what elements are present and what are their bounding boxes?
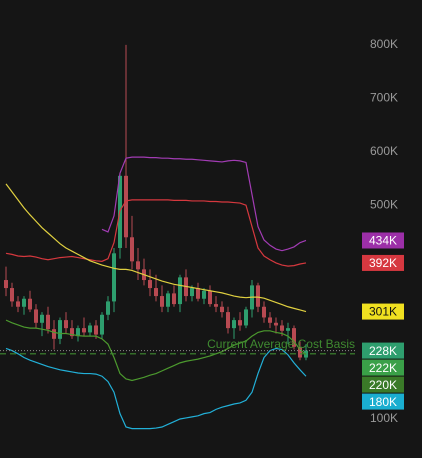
candle-body [160,296,164,307]
candle-body [298,346,302,358]
price-badge-label: 220K [369,378,397,392]
candle-body [100,314,104,335]
candle-body [232,320,236,329]
candle-body [274,322,278,326]
price-badge-label: 434K [369,234,397,248]
candle-body [34,309,38,323]
candle-body [16,301,20,307]
y-tick-label: 100K [370,411,398,425]
price-badge [362,376,404,393]
indicator-line [5,199,307,267]
candle-body [262,306,266,318]
candle-body [166,293,170,307]
candle-body [94,325,98,335]
candle-body [268,317,272,323]
cost-basis-label: Current Average Cost Basis [207,337,355,351]
candle-body [70,328,74,337]
candle-body [22,298,26,307]
price-badge-label: 180K [369,395,397,409]
indicator-line [101,156,307,252]
y-tick-label: 800K [370,37,398,51]
candle-body [226,312,230,329]
candle-body [4,280,8,289]
candle-body [64,320,68,329]
indicator-line [5,347,307,430]
candle-body [172,293,176,305]
candle-body [214,304,218,307]
y-tick-label: 700K [370,91,398,105]
candle-body [202,290,206,299]
price-badge [362,342,404,359]
price-badge-label: 222K [369,361,397,375]
candle-body [244,309,248,326]
candle-body [112,253,116,302]
price-badge [362,393,404,410]
candle-body [10,288,14,302]
price-badge-label: 228K [369,344,397,358]
candle-body [88,325,92,333]
candle-body [292,328,296,347]
candle-body [280,325,284,331]
candle-body [148,280,152,289]
candle-body [154,288,158,297]
candle-body [190,288,194,297]
price-badge-label: 392K [369,256,397,270]
candle-body [40,314,44,323]
indicator-line [5,319,307,382]
price-badge [362,303,404,320]
candle-body [46,314,50,330]
indicator-line [5,183,307,313]
candle-body [124,175,128,238]
candle-body [76,328,80,337]
candle-body [136,261,140,270]
price-badge [362,254,404,271]
price-badge-label: 301K [369,305,397,319]
candle-body [28,298,32,310]
y-tick-label: 600K [370,144,398,158]
y-tick-label: 500K [370,197,398,211]
price-badge [362,359,404,376]
candle-body [106,301,110,315]
price-badge [362,232,404,249]
candle-body [52,329,56,339]
candle-body [238,320,242,326]
candle-body [208,290,212,305]
candle-body [82,328,86,333]
candle-body [286,328,290,331]
candle-body [58,320,62,339]
candle-body [130,237,134,262]
candle-body [220,306,224,313]
candle-body [196,288,200,299]
candle-body [256,285,260,307]
candle-body [178,277,182,305]
